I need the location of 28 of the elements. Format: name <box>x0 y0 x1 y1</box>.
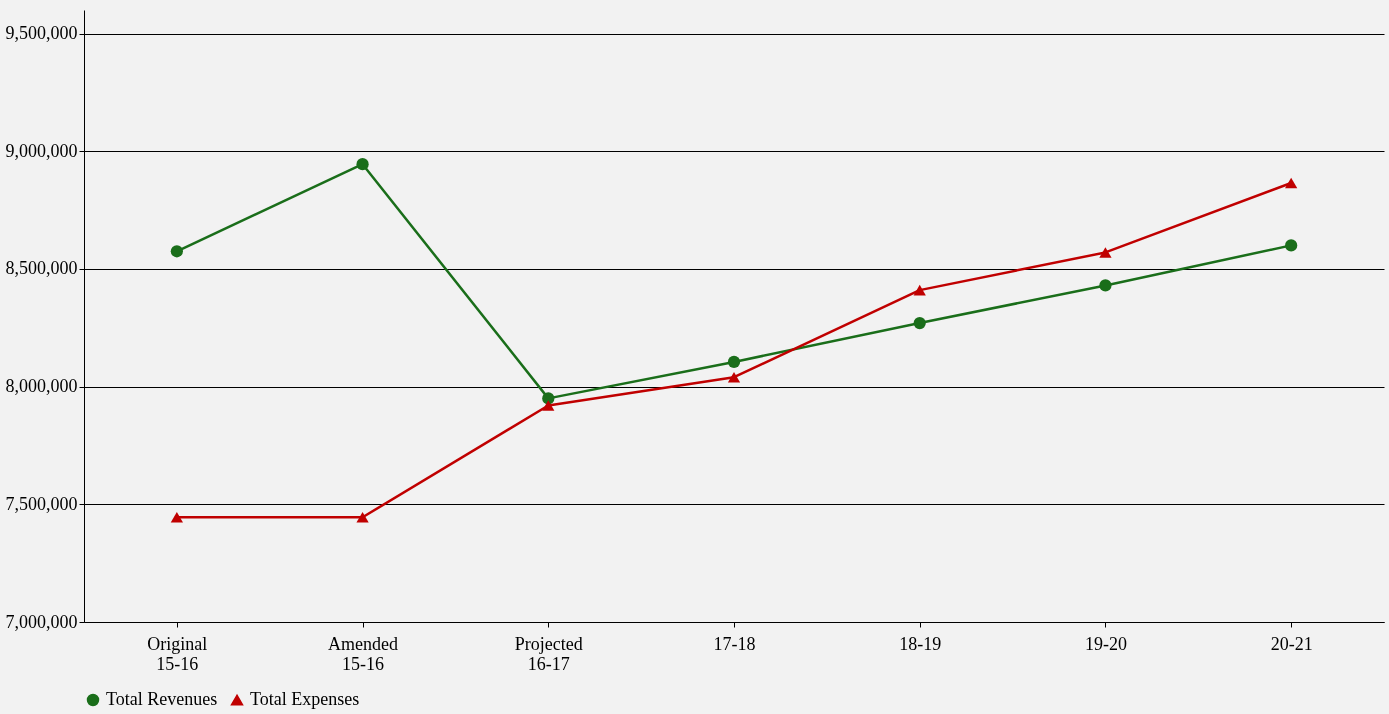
point <box>356 511 369 523</box>
x-tick-label: Original 15-16 <box>147 633 208 674</box>
x-tick-label: 18-19 <box>899 633 942 654</box>
y-tick-label: 7,000,000 <box>5 611 78 632</box>
x-tick-label: 20-21 <box>1270 633 1313 654</box>
point <box>1285 239 1298 252</box>
y-tick-label: 9,500,000 <box>5 23 78 44</box>
point <box>727 355 741 369</box>
y-tick-label: 9,000,000 <box>5 140 78 161</box>
y-tick-label: 8,000,000 <box>5 376 78 397</box>
point <box>913 316 926 330</box>
x-tick-label: 17-18 <box>713 633 756 654</box>
y-tick-label: 7,500,000 <box>5 493 78 514</box>
point <box>913 284 926 296</box>
x-tick-label: Projected 16-17 <box>514 633 583 674</box>
y-tick-label: 8,500,000 <box>5 258 78 279</box>
point <box>356 158 369 171</box>
x-tick-label: 19-20 <box>1084 633 1127 654</box>
point <box>170 245 183 258</box>
point <box>1099 247 1112 258</box>
point <box>542 400 555 411</box>
x-tick-label: Amended 15-16 <box>328 633 399 674</box>
point <box>170 511 183 523</box>
legend-label: Total Revenues <box>106 689 218 709</box>
point <box>727 371 741 383</box>
legend-label: Total Expenses <box>250 689 360 709</box>
point <box>1285 177 1298 189</box>
point <box>1099 279 1112 292</box>
